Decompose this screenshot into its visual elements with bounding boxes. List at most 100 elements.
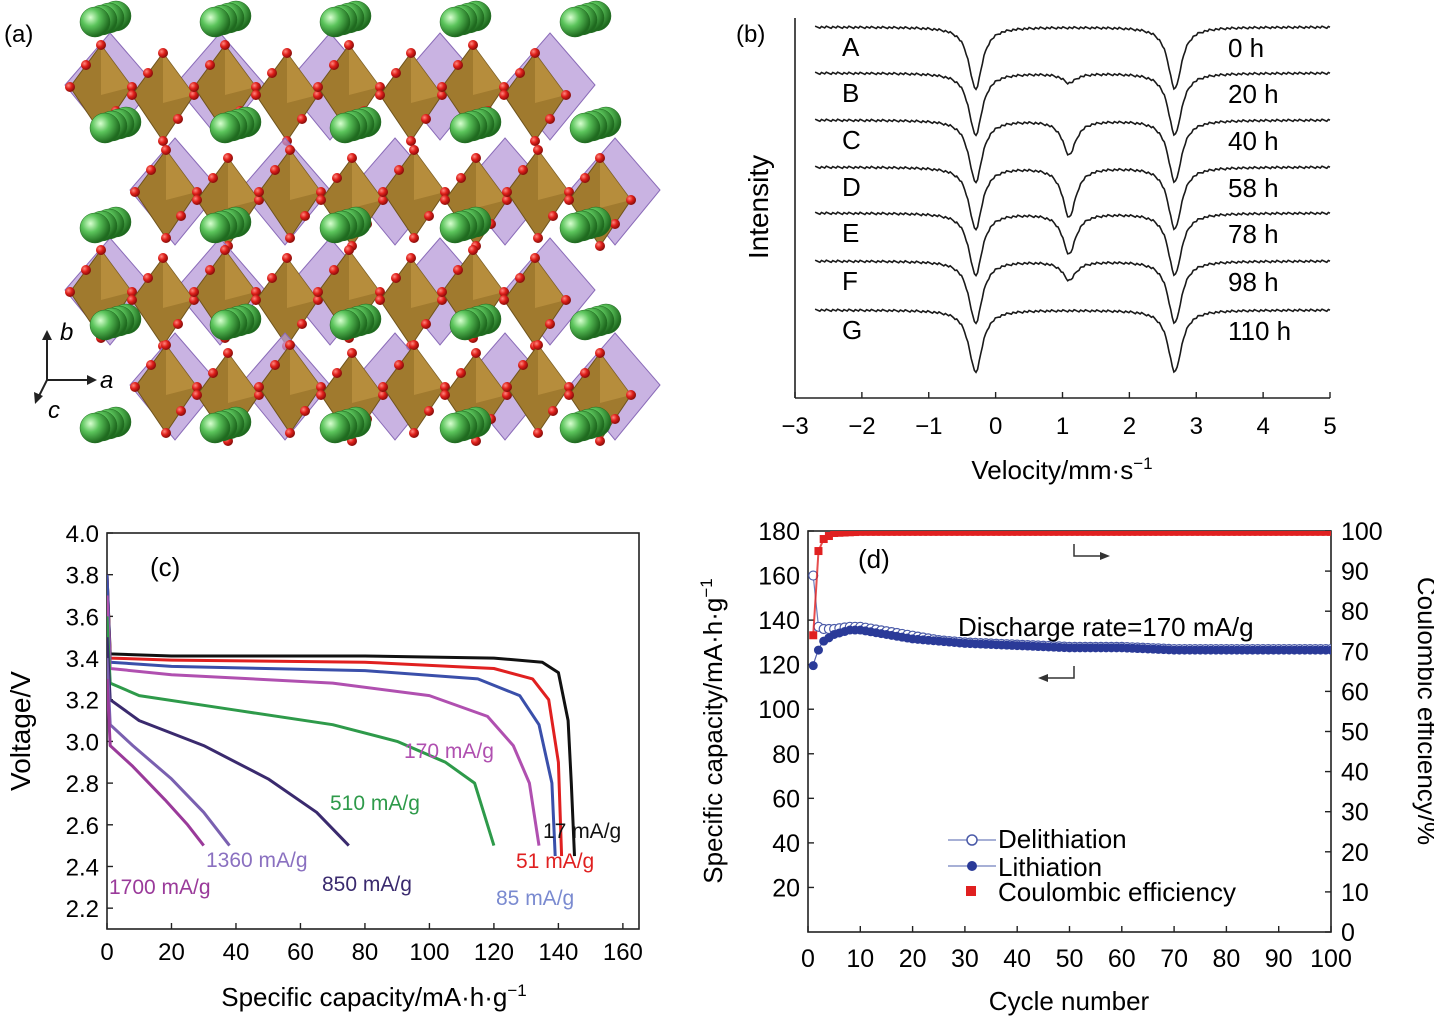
oxygen-atom bbox=[424, 211, 434, 221]
oxygen-atom bbox=[208, 173, 218, 183]
ce-marker bbox=[1201, 531, 1210, 536]
spectrum-time: 98 h bbox=[1228, 267, 1279, 297]
oxygen-atom bbox=[610, 219, 620, 229]
lithium-atom bbox=[89, 309, 121, 341]
ce-marker bbox=[877, 531, 886, 536]
ce-marker bbox=[1143, 531, 1152, 536]
mossbauer-panel: (b) Intensity Velocity/mm·s−1 −3 −2 −1 0 1 2 3… bbox=[736, 18, 1337, 485]
ce-marker bbox=[845, 531, 854, 537]
oxygen-atom bbox=[610, 414, 620, 424]
ce-marker bbox=[1112, 531, 1121, 536]
lithium-atom bbox=[209, 112, 241, 144]
oxygen-atom bbox=[254, 187, 264, 197]
panel-c-x-label: Specific capacity/mA·h·g−1 bbox=[221, 981, 527, 1012]
ce-marker bbox=[851, 531, 860, 537]
discharge-curves-panel: (c) Voltage/V Specific capacity/mA·h·g−1… bbox=[5, 521, 643, 1012]
curve-labels: 17 mA/g 51 mA/g 85 mA/g 170 mA/g 510 mA/… bbox=[109, 740, 621, 910]
ce-marker bbox=[1049, 531, 1058, 536]
ce-marker bbox=[950, 531, 959, 536]
octahedron-face bbox=[101, 250, 132, 300]
ce-marker bbox=[1159, 531, 1168, 536]
oxygen-atom bbox=[127, 90, 137, 100]
oxygen-atom bbox=[440, 187, 450, 197]
ce-marker bbox=[997, 531, 1006, 536]
ce-marker bbox=[1154, 531, 1163, 536]
oxygen-atom bbox=[192, 382, 202, 392]
oxygen-atom bbox=[143, 273, 153, 283]
oxygen-atom bbox=[313, 90, 323, 100]
ce-marker bbox=[981, 531, 990, 536]
oxygen-atom bbox=[251, 82, 261, 92]
oxygen-atom bbox=[564, 382, 574, 392]
ce-marker bbox=[971, 531, 980, 536]
ce-marker bbox=[976, 531, 985, 536]
spectrum-letter: E bbox=[842, 218, 859, 248]
lithium-atom bbox=[559, 212, 591, 244]
ce-marker bbox=[1128, 531, 1137, 536]
oxygen-atom bbox=[595, 153, 605, 163]
oxygen-atom bbox=[344, 245, 354, 255]
oxygen-atom bbox=[391, 273, 401, 283]
axis-b-label: b bbox=[60, 319, 73, 346]
spectrum-time: 58 h bbox=[1228, 173, 1279, 203]
y-right-tick-label: 60 bbox=[1341, 678, 1369, 706]
curve-label-510: 510 mA/g bbox=[330, 792, 420, 815]
oxygen-atom bbox=[146, 165, 156, 175]
oxygen-atom bbox=[530, 253, 540, 263]
ce-marker bbox=[1117, 531, 1126, 536]
y-tick-label: 3.6 bbox=[66, 604, 99, 631]
y-tick-label: 2.4 bbox=[66, 854, 99, 881]
oxygen-atom bbox=[282, 48, 292, 58]
legend-lithiation: Lithiation bbox=[998, 852, 1102, 882]
ce-marker bbox=[987, 531, 996, 536]
ce-marker bbox=[1164, 531, 1173, 536]
ce-marker bbox=[1075, 531, 1084, 536]
legend-coulombic: Coulombic efficiency bbox=[998, 877, 1236, 907]
ce-marker bbox=[903, 531, 912, 536]
x-tick-label: 100 bbox=[409, 939, 449, 966]
panel-b-y-label: Intensity bbox=[743, 155, 774, 259]
ce-marker bbox=[1206, 531, 1215, 536]
octahedron-face bbox=[225, 250, 256, 300]
x-tick-label: 100 bbox=[1310, 945, 1352, 973]
oxygen-atom bbox=[406, 136, 416, 146]
octahedron-face bbox=[349, 45, 380, 95]
oxygen-atom bbox=[130, 187, 140, 197]
panel-d-series bbox=[808, 531, 1331, 671]
y-tick-label: 2.8 bbox=[66, 771, 99, 798]
oxygen-atom bbox=[375, 295, 385, 305]
ce-marker bbox=[1044, 531, 1053, 536]
oxygen-atom bbox=[409, 340, 419, 350]
y-tick-label: 4.0 bbox=[66, 521, 99, 548]
ce-marker bbox=[924, 531, 933, 536]
lithium-atom bbox=[319, 412, 351, 444]
lithium-atom bbox=[559, 412, 591, 444]
y-right-tick-label: 50 bbox=[1341, 719, 1369, 747]
oxygen-atom bbox=[300, 406, 310, 416]
ce-marker bbox=[1243, 531, 1252, 536]
oxygen-atom bbox=[391, 68, 401, 78]
octahedron-face bbox=[600, 353, 631, 403]
oxygen-atom bbox=[173, 319, 183, 329]
oxygen-atom bbox=[424, 406, 434, 416]
ce-marker bbox=[1222, 531, 1231, 536]
oxygen-atom bbox=[158, 253, 168, 263]
oxygen-atom bbox=[453, 60, 463, 70]
ce-marker bbox=[1295, 531, 1304, 536]
curve-label-1360: 1360 mA/g bbox=[206, 849, 308, 872]
oxygen-atom bbox=[548, 211, 558, 221]
oxygen-atom bbox=[300, 211, 310, 221]
ce-marker bbox=[866, 531, 875, 536]
discharge-curve bbox=[107, 574, 564, 857]
ce-marker bbox=[840, 531, 849, 537]
ce-marker bbox=[1274, 531, 1283, 536]
x-tick-label: 120 bbox=[474, 939, 514, 966]
oxygen-atom bbox=[595, 348, 605, 358]
octahedron-face bbox=[535, 53, 566, 103]
oxygen-atom bbox=[220, 245, 230, 255]
axis-c-label: c bbox=[48, 397, 60, 424]
ce-marker bbox=[1217, 531, 1226, 536]
spectrum-time: 40 h bbox=[1228, 126, 1279, 156]
x-tick-label: 10 bbox=[846, 945, 874, 973]
